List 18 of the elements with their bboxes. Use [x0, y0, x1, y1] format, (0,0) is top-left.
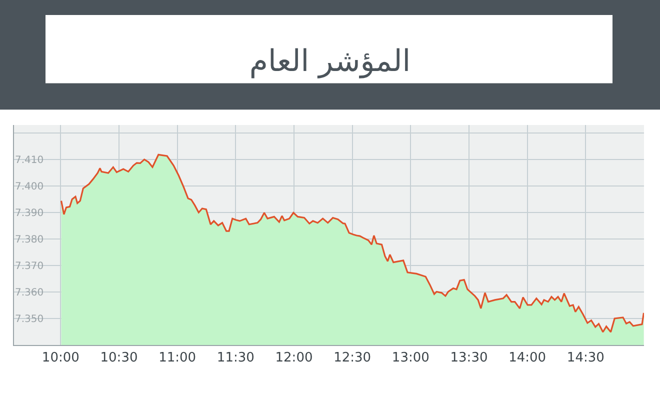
y-tick-label: 7.360	[15, 287, 44, 298]
x-tick-label: 12:30	[334, 350, 372, 366]
chart-title: المؤشر العام	[249, 44, 411, 79]
y-tick-label: 7.390	[15, 208, 44, 219]
y-tick-label: 7.380	[15, 234, 44, 246]
x-tick-label: 14:00	[508, 350, 546, 366]
y-tick-label: 7.370	[15, 260, 44, 272]
x-tick-label: 11:00	[158, 350, 196, 366]
y-tick-label: 7.400	[15, 181, 44, 192]
x-tick-label: 10:00	[42, 350, 80, 366]
x-tick-label: 12:00	[275, 350, 313, 366]
x-tick-label: 13:30	[450, 350, 488, 366]
x-tick-label: 13:00	[392, 350, 430, 366]
y-tick-label: 7.410	[15, 154, 44, 166]
x-tick-label: 10:30	[100, 350, 138, 366]
x-tick-label: 14:30	[566, 350, 604, 366]
y-tick-label: 7.350	[15, 314, 44, 325]
x-tick-label: 11:30	[216, 350, 254, 366]
